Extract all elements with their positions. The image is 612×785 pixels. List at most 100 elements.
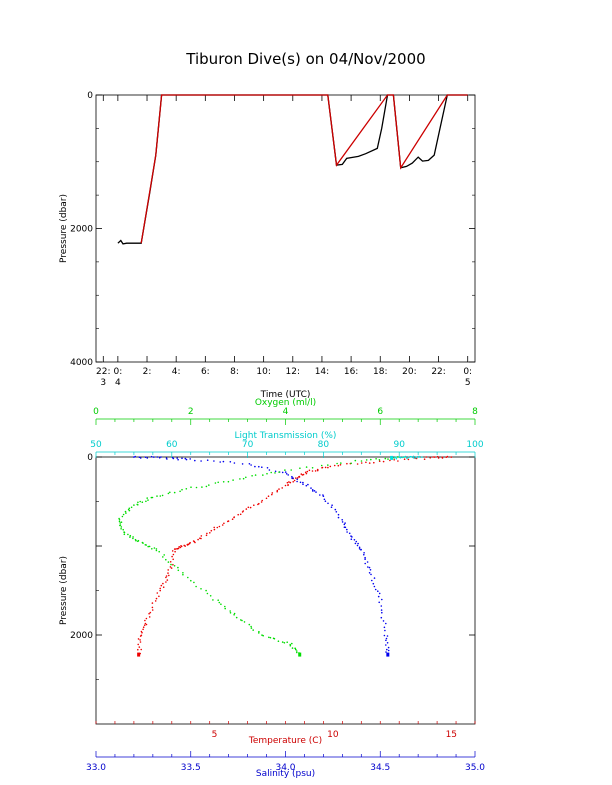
profile-point bbox=[287, 484, 289, 486]
profile-point bbox=[296, 651, 298, 654]
profile-point bbox=[344, 526, 347, 529]
profile-point bbox=[153, 547, 156, 549]
x-tick-sublabel: 5 bbox=[465, 378, 471, 388]
axis-tick-label: 2 bbox=[188, 407, 194, 417]
profile-point bbox=[271, 492, 274, 494]
profile-point bbox=[336, 462, 338, 465]
profile-point bbox=[399, 456, 401, 459]
profile-point bbox=[139, 500, 141, 503]
profile-point bbox=[243, 621, 246, 623]
profile-point bbox=[250, 625, 252, 628]
profile-point bbox=[321, 467, 323, 469]
profile-point bbox=[266, 472, 268, 475]
profile-point bbox=[140, 648, 142, 651]
profile-point bbox=[313, 490, 316, 492]
profile-point bbox=[144, 456, 147, 459]
profile-point bbox=[296, 478, 299, 481]
axis-tick-label: 33.0 bbox=[86, 763, 106, 773]
x-tick-label: 14: bbox=[315, 367, 329, 377]
profile-point bbox=[218, 525, 221, 528]
profile-point bbox=[302, 483, 304, 486]
profile-point bbox=[165, 576, 167, 579]
profile-point bbox=[223, 522, 225, 525]
profile-point bbox=[194, 459, 196, 462]
profile-point bbox=[358, 546, 361, 549]
profile-point bbox=[346, 531, 348, 533]
profile-point bbox=[222, 481, 225, 483]
profile-point bbox=[395, 456, 397, 459]
profile-point bbox=[233, 612, 236, 615]
profile-point bbox=[167, 492, 170, 495]
profile-point bbox=[221, 524, 224, 526]
profile-point bbox=[156, 495, 158, 497]
profile-point bbox=[137, 648, 139, 651]
profile-point bbox=[137, 643, 139, 646]
profile-point bbox=[122, 513, 125, 516]
profile-point bbox=[154, 600, 157, 602]
profile-point bbox=[173, 491, 176, 494]
profile-point bbox=[445, 456, 448, 459]
profile-point bbox=[385, 637, 388, 640]
profile-point bbox=[151, 496, 154, 499]
profile-point bbox=[237, 513, 239, 516]
y-axis-label: Pressure (dbar) bbox=[59, 194, 69, 263]
profile-point bbox=[260, 501, 263, 503]
profile-point bbox=[233, 462, 236, 464]
profile-point bbox=[289, 643, 292, 646]
x-tick-sublabel: 3 bbox=[100, 378, 106, 388]
profile-point bbox=[170, 563, 172, 566]
profile-point bbox=[240, 619, 242, 621]
profile-point bbox=[269, 636, 272, 639]
profile-point bbox=[159, 587, 161, 590]
profile-point bbox=[171, 550, 174, 552]
profile-point bbox=[121, 515, 124, 518]
profile-point bbox=[253, 504, 255, 507]
profile-point bbox=[146, 497, 148, 499]
profile-point bbox=[291, 647, 294, 649]
profile-point bbox=[159, 495, 162, 497]
axis-title: Salinity (psu) bbox=[256, 769, 315, 779]
profile-point bbox=[180, 545, 183, 548]
profile-point bbox=[139, 457, 142, 459]
profile-point bbox=[165, 457, 168, 459]
profile-point bbox=[224, 607, 226, 610]
y-tick-label: 2000 bbox=[70, 631, 93, 641]
profile-point bbox=[208, 484, 210, 486]
profile-point bbox=[155, 549, 158, 552]
profile-point bbox=[149, 611, 152, 614]
y-axis-label: Pressure (dbar) bbox=[59, 556, 69, 625]
profile-point bbox=[387, 649, 390, 652]
profile-point bbox=[155, 597, 158, 600]
profile-point bbox=[146, 457, 149, 459]
profile-point bbox=[128, 509, 131, 512]
profile-series bbox=[390, 455, 423, 460]
profile-point bbox=[178, 546, 180, 548]
profile-point bbox=[396, 456, 399, 458]
pressure-series-line bbox=[117, 94, 468, 245]
profile-point bbox=[205, 589, 207, 592]
profile-point bbox=[382, 460, 385, 463]
profile-point bbox=[298, 652, 302, 657]
profile-point bbox=[337, 516, 340, 519]
profile-point bbox=[312, 490, 314, 492]
profile-point bbox=[346, 462, 348, 465]
profile-point bbox=[168, 574, 170, 577]
profile-point bbox=[142, 542, 144, 544]
profile-point bbox=[295, 477, 297, 479]
profile-point bbox=[141, 631, 143, 634]
profile-point bbox=[386, 642, 389, 644]
profile-point bbox=[385, 651, 387, 653]
profile-point bbox=[161, 494, 164, 497]
profile-point bbox=[118, 517, 120, 520]
profile-point bbox=[231, 518, 234, 520]
profile-point bbox=[148, 616, 151, 618]
profile-point bbox=[167, 569, 169, 571]
profile-point bbox=[232, 479, 234, 481]
profile-point bbox=[365, 459, 368, 461]
profile-point bbox=[173, 565, 176, 567]
profile-point bbox=[341, 519, 344, 521]
profile-point bbox=[137, 638, 140, 640]
profile-point bbox=[245, 476, 247, 479]
profile-point bbox=[133, 456, 135, 458]
